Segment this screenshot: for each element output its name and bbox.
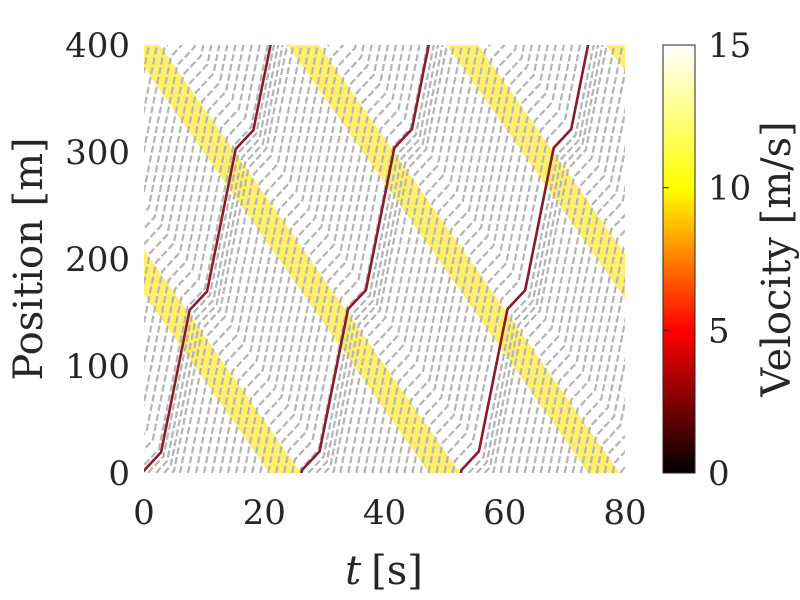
x-tick-label: 20 [243, 493, 286, 533]
highlighted-vehicle-trajectory [144, 45, 590, 473]
y-tick-label: 0 [108, 454, 130, 494]
vehicle-trajectory [315, 45, 440, 473]
y-tick-label: 300 [65, 133, 130, 173]
vehicle-trajectory [475, 45, 600, 473]
vehicle-trajectory [323, 45, 444, 473]
vehicle-trajectory [539, 183, 625, 473]
vehicle-trajectory [235, 45, 365, 473]
vehicle-trajectory [355, 45, 472, 473]
vehicle-trajectory [603, 434, 625, 473]
vehicle-trajectory [267, 45, 397, 473]
vehicle-trajectory [211, 45, 330, 473]
vehicle-trajectory [579, 316, 625, 473]
vehicle-trajectory [283, 45, 413, 473]
y-tick-label: 400 [65, 26, 130, 66]
vehicle-trajectory [371, 45, 492, 473]
colorbar-bar [662, 44, 696, 474]
vehicle-trajectory [144, 45, 245, 409]
colorbar-label: Velocity [m/s] [754, 121, 800, 398]
y-axis-ticks: 0 100 200 300 400 [65, 26, 130, 494]
vehicle-trajectory [251, 45, 381, 473]
vehicle-trajectory [147, 45, 276, 473]
y-axis-label: Position [m] [6, 137, 52, 380]
wave-band [447, 45, 625, 299]
vehicle-trajectory [547, 213, 625, 473]
vehicle-trajectory [144, 45, 261, 452]
vehicle-trajectory [531, 144, 625, 473]
vehicle-trajectory [275, 45, 405, 473]
vehicle-trajectory [144, 45, 184, 197]
vehicle-trajectory [227, 45, 357, 473]
x-tick-label: 40 [363, 493, 406, 533]
x-tick-label: 80 [603, 493, 646, 533]
plot-area [144, 45, 655, 473]
vehicle-trajectory [595, 395, 625, 473]
highlight-trajectory [144, 45, 272, 473]
vehicle-trajectory [219, 45, 345, 473]
x-axis-ticks: 0 20 40 60 80 [133, 493, 646, 533]
vehicle-trajectory [144, 45, 221, 289]
vehicle-trajectory [491, 45, 608, 473]
vehicle-trajectory [523, 106, 625, 473]
colorbar-tick-label: 15 [708, 26, 751, 66]
vehicle-trajectory [483, 45, 604, 473]
vehicle-trajectory [144, 45, 205, 231]
highlight-trajectory [300, 45, 431, 473]
colorbar-tick-label: 0 [708, 454, 730, 494]
vehicle-trajectory [515, 66, 625, 473]
vehicle-trajectory [403, 45, 533, 473]
vehicle-trajectory [467, 45, 595, 473]
vehicle-trajectory [587, 356, 625, 473]
vehicle-trajectory [155, 45, 280, 473]
colorbar-tick-label: 10 [708, 169, 751, 209]
x-axis-label: t [s] [345, 548, 423, 594]
vehicle-trajectory [637, 421, 655, 473]
vehicle-trajectory [307, 45, 435, 473]
vehicle-trajectory [629, 398, 655, 473]
vehicle-trajectory [259, 45, 389, 473]
vehicle-trajectory [144, 45, 269, 467]
vehicle-trajectory [178, 45, 295, 473]
vehicle-trajectory [435, 45, 565, 473]
vehicle-trajectory [347, 45, 464, 473]
vehicle-trajectory [144, 45, 229, 329]
x-tick-label: 0 [133, 493, 155, 533]
vehicle-trajectory [395, 45, 526, 473]
vehicle-trajectory [555, 229, 625, 473]
vehicle-trajectory [144, 45, 237, 369]
y-tick-label: 200 [65, 240, 130, 280]
vehicle-trajectory [144, 45, 253, 436]
vehicle-trajectory [619, 465, 625, 473]
vehicle-trajectory [144, 45, 197, 215]
vehicle-trajectory [144, 45, 213, 249]
vehicle-trajectory [451, 45, 582, 473]
wave-band [144, 249, 301, 473]
colorbar-tick-label: 5 [708, 311, 730, 351]
y-tick-label: 100 [65, 347, 130, 387]
highlight-trajectory [459, 45, 590, 473]
vehicle-trajectory [171, 45, 289, 473]
vehicle-trajectory [427, 45, 557, 473]
colorbar: 0 5 10 15 Velocity [m/s] [662, 26, 800, 494]
vehicle-trajectory [419, 45, 549, 473]
vehicle-trajectory [331, 45, 449, 473]
vehicle-trajectory [163, 45, 284, 473]
vehicle-trajectory [144, 45, 169, 156]
vehicle-trajectory [291, 45, 421, 473]
vehicle-trajectory [387, 45, 518, 473]
vehicle-trajectory [243, 45, 373, 473]
vehicle-trajectory [411, 45, 541, 473]
vehicle-trajectory [571, 275, 625, 473]
colorbar-ticks: 0 5 10 15 [663, 26, 751, 494]
vehicle-trajectory [379, 45, 507, 473]
vehicle-trajectory [363, 45, 480, 473]
vehicle-trajectory [443, 45, 574, 473]
vehicle-trajectory [563, 244, 625, 473]
x-tick-label: 60 [483, 493, 526, 533]
